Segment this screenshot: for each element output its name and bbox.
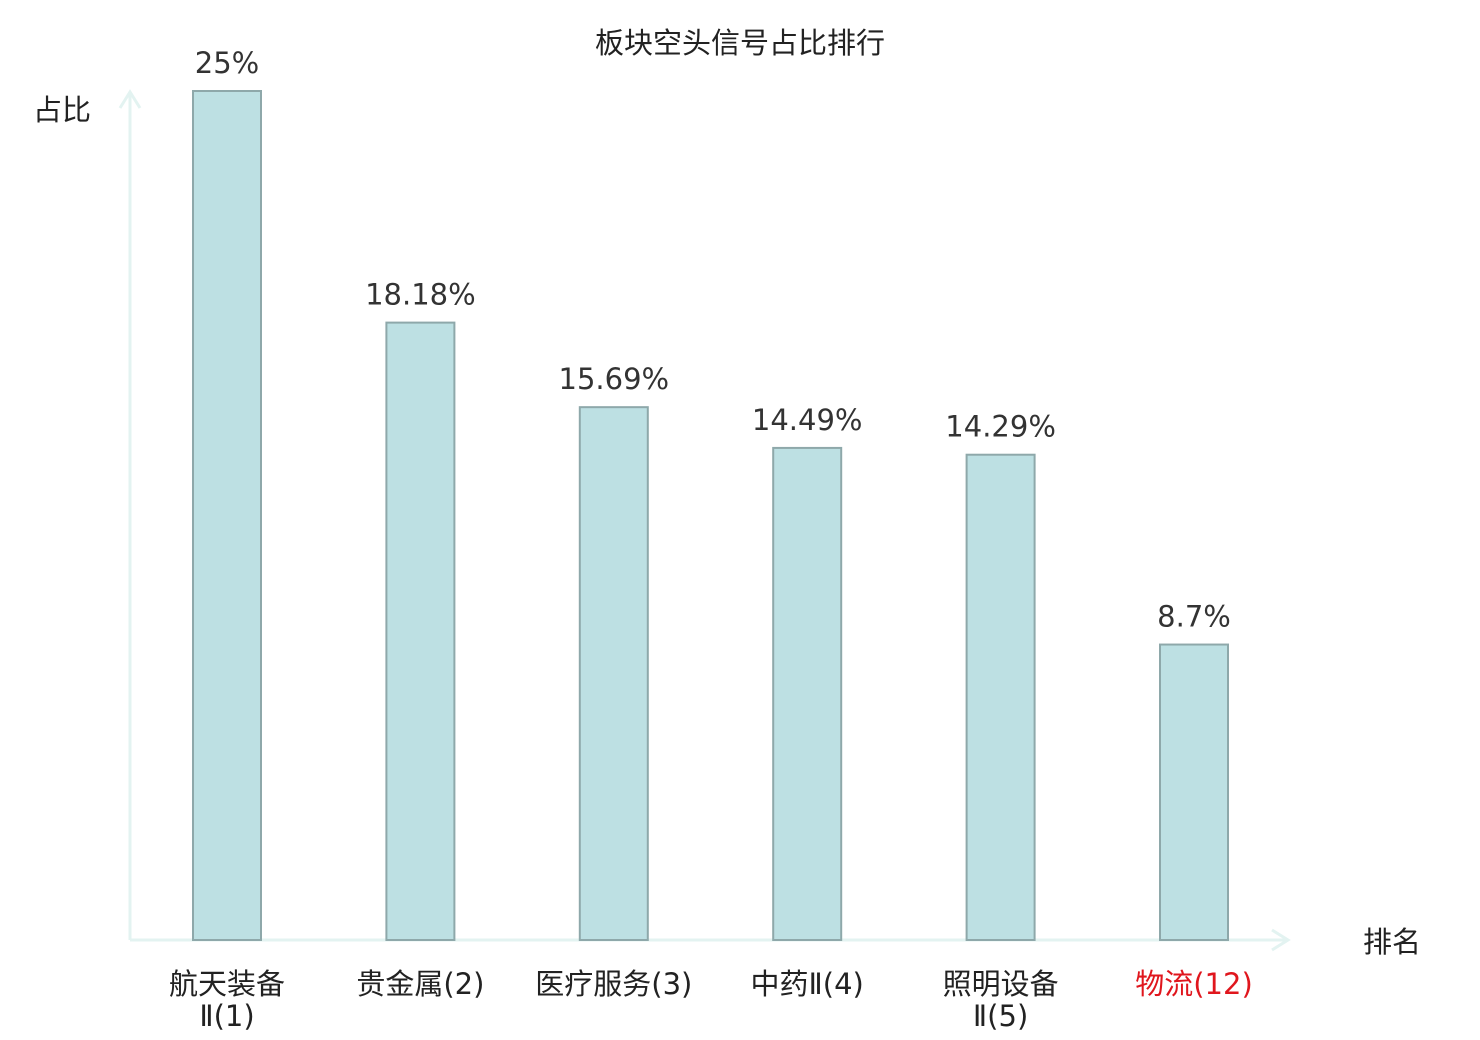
chart-title: 板块空头信号占比排行 <box>595 26 885 60</box>
bar-6 <box>1159 643 1229 941</box>
bars-group <box>192 90 1229 942</box>
bar-4 <box>772 446 843 941</box>
bar-2 <box>385 321 456 942</box>
category-label-1-line-1: 航天装备 <box>169 967 285 1001</box>
category-label-1-line-2: Ⅱ(1) <box>199 999 254 1033</box>
value-label-1: 25% <box>195 46 259 80</box>
value-labels-group: 25% 18.18% 15.69% 14.49% 14.29% 8.7% <box>195 46 1231 634</box>
value-label-2: 18.18% <box>365 278 476 312</box>
category-label-2: 贵金属(2) <box>356 967 484 1001</box>
bar-5 <box>965 453 1036 941</box>
value-label-4: 14.49% <box>752 403 863 437</box>
category-label-6: 物流(12) <box>1135 967 1253 1001</box>
category-label-5-line-2: Ⅱ(5) <box>973 999 1028 1033</box>
x-axis-label: 排名 <box>1363 925 1421 959</box>
value-label-3: 15.69% <box>559 362 670 396</box>
bar-1 <box>192 90 262 941</box>
y-axis-label: 占比 <box>33 93 91 127</box>
y-axis <box>118 89 142 940</box>
category-label-4: 中药Ⅱ(4) <box>751 967 864 1001</box>
category-label-3: 医疗服务(3) <box>535 967 692 1001</box>
category-label-5-line-1: 照明设备 <box>943 967 1059 1001</box>
x-axis <box>130 928 1291 952</box>
bar-3 <box>578 406 649 941</box>
value-label-6: 8.7% <box>1157 600 1231 634</box>
value-label-5: 14.29% <box>945 410 1056 444</box>
